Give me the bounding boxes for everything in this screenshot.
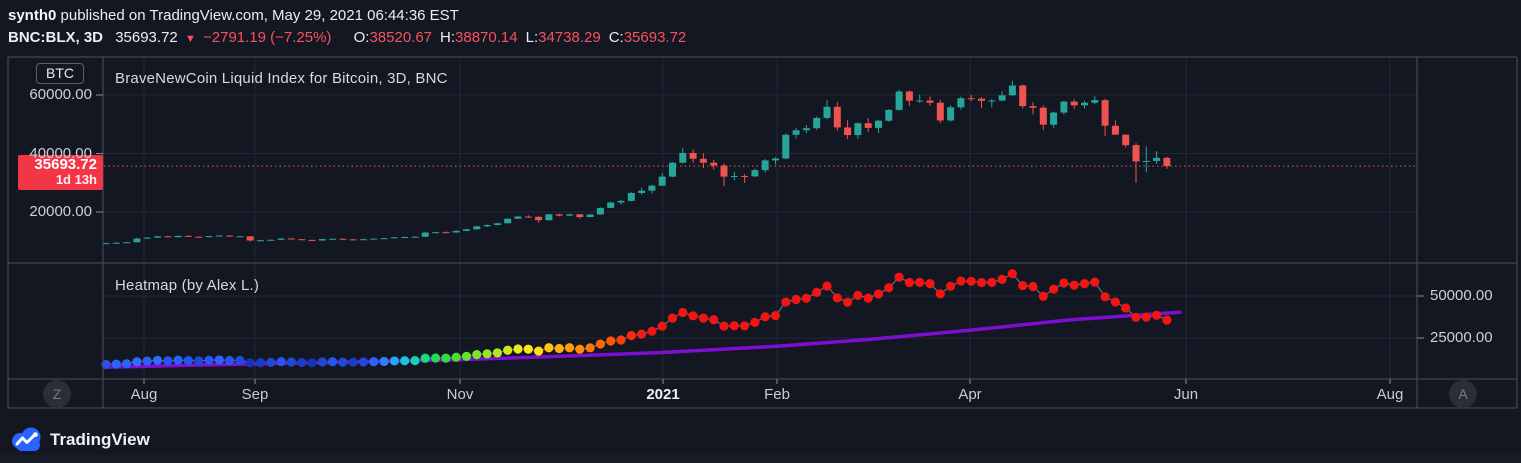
corner-button-right[interactable]: A [1449, 380, 1477, 408]
tradingview-logo[interactable]: TradingView [10, 426, 150, 453]
corner-button-left[interactable]: Z [43, 380, 71, 408]
currency-unit-badge[interactable]: BTC [36, 63, 84, 84]
logo-text: TradingView [50, 429, 150, 449]
cloud-chart-logo-icon [10, 426, 44, 453]
